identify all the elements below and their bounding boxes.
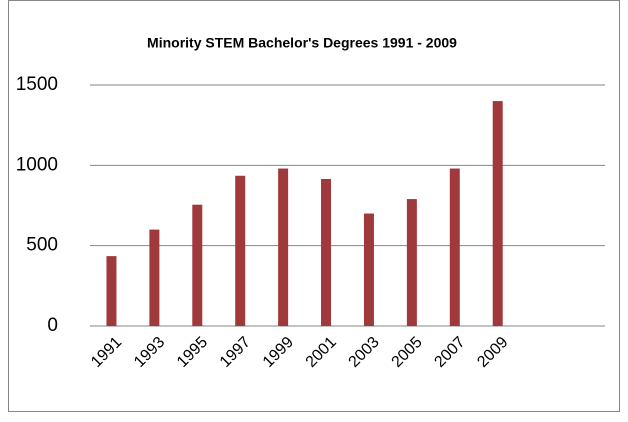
y-tick-label: 1000 <box>16 154 58 175</box>
bar <box>492 101 503 326</box>
y-tick-label: 500 <box>26 235 58 256</box>
bar <box>406 199 417 326</box>
bar <box>321 178 332 326</box>
bar <box>149 229 160 326</box>
bar <box>106 256 117 326</box>
bar <box>235 175 246 326</box>
y-tick-label: 0 <box>47 315 58 336</box>
bar <box>278 168 289 326</box>
bar <box>449 168 460 326</box>
chart-title: Minority STEM Bachelor's Degrees 1991 - … <box>147 35 457 51</box>
bar <box>192 204 203 326</box>
y-tick-label: 1500 <box>16 74 58 95</box>
bar <box>363 213 374 326</box>
chart-frame <box>8 0 620 412</box>
